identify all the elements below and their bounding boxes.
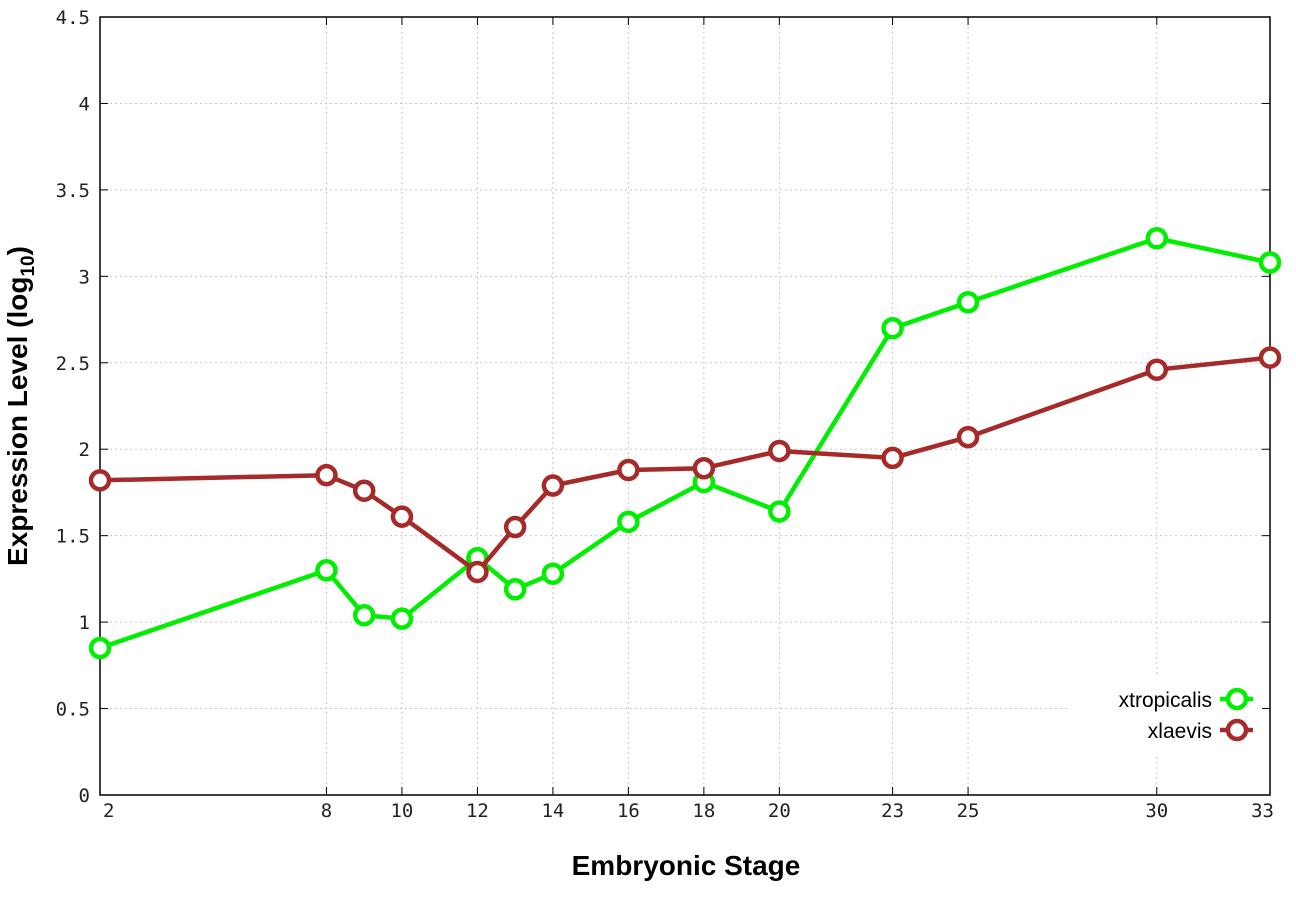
axis-ticks: 0 0.5 1 1.5 2 2.5 3 3.5 4 4.5 2 8 10 12 14 16 18 20 23 25 30…: [56, 7, 1274, 822]
data-point-xtropicalis: [315, 558, 338, 582]
y-tick-label: 2: [79, 439, 90, 461]
legend: xtropicalis xlaevis: [1070, 676, 1262, 754]
x-tick-label: 33: [1251, 800, 1274, 822]
x-tick-label: 12: [466, 800, 489, 822]
y-tick-label: 3.5: [56, 180, 90, 202]
data-point-xlaevis: [617, 458, 640, 482]
data-point-xlaevis: [541, 474, 565, 497]
y-tick-label: 3: [79, 266, 90, 288]
y-tick-label: 0: [79, 785, 90, 807]
y-tick-label: 4.5: [56, 7, 90, 29]
data-point-xlaevis: [88, 469, 112, 492]
data-point-xlaevis: [315, 463, 338, 487]
y-tick-label: 1: [79, 612, 90, 634]
data-point-xlaevis: [956, 425, 980, 449]
y-axis-title-subscript: 10: [18, 255, 39, 276]
x-tick-label: 16: [617, 800, 640, 822]
data-point-xtropicalis: [88, 636, 112, 660]
data-point-xtropicalis: [768, 500, 791, 523]
y-axis-title-main: Expression Level (log: [2, 277, 33, 566]
x-axis-title: Embryonic Stage: [572, 850, 801, 881]
x-tick-label: 23: [881, 800, 904, 822]
data-point-xlaevis: [503, 515, 527, 539]
data-point-xlaevis: [352, 479, 376, 502]
x-tick-label: 30: [1145, 800, 1168, 822]
y-tick-label: 1.5: [56, 526, 90, 548]
data-point-xtropicalis: [617, 510, 640, 534]
x-tick-label: 2: [103, 800, 114, 822]
legend-label-xlaevis: xlaevis: [1148, 720, 1212, 743]
series-line-xlaevis: [99, 355, 1271, 575]
data-point-xlaevis: [881, 446, 904, 470]
data-point-xlaevis: [1258, 346, 1282, 369]
data-point-xtropicalis: [352, 603, 376, 627]
data-point-xlaevis: [466, 560, 489, 584]
x-tick-label: 25: [957, 800, 980, 822]
x-tick-label: 10: [390, 800, 413, 822]
data-point-xlaevis: [390, 505, 414, 528]
data-point-xtropicalis: [1145, 227, 1169, 250]
data-point-xtropicalis: [881, 316, 904, 340]
data-point-xtropicalis: [1258, 251, 1282, 274]
legend-label-xtropicalis: xtropicalis: [1119, 689, 1212, 712]
data-point-xlaevis: [1145, 358, 1169, 381]
data-point-xtropicalis: [390, 607, 414, 630]
plot-frame: [99, 16, 1271, 796]
data-point-xlaevis: [692, 456, 716, 480]
legend-marker-xtropicalis: [1225, 687, 1249, 711]
y-axis-title: Expression Level (log10): [2, 246, 39, 566]
legend-background: [1070, 676, 1262, 754]
x-tick-label: 14: [541, 800, 564, 822]
grid-lines: [100, 17, 1270, 795]
x-tick-label: 20: [768, 800, 791, 822]
data-point-xtropicalis: [541, 562, 565, 585]
x-tick-label: 18: [692, 800, 715, 822]
y-tick-label: 2.5: [56, 353, 90, 375]
series-line-xtropicalis: [99, 236, 1271, 651]
data-point-xlaevis: [768, 439, 791, 463]
y-tick-label: 4: [79, 93, 90, 115]
y-tick-label: 0.5: [56, 699, 90, 721]
y-axis-title-close: ): [2, 246, 33, 255]
data-point-xtropicalis: [503, 578, 527, 601]
data-point-xtropicalis: [956, 291, 980, 314]
x-tick-label: 8: [321, 800, 332, 822]
legend-marker-xlaevis: [1225, 718, 1249, 742]
data-series: [88, 227, 1282, 660]
